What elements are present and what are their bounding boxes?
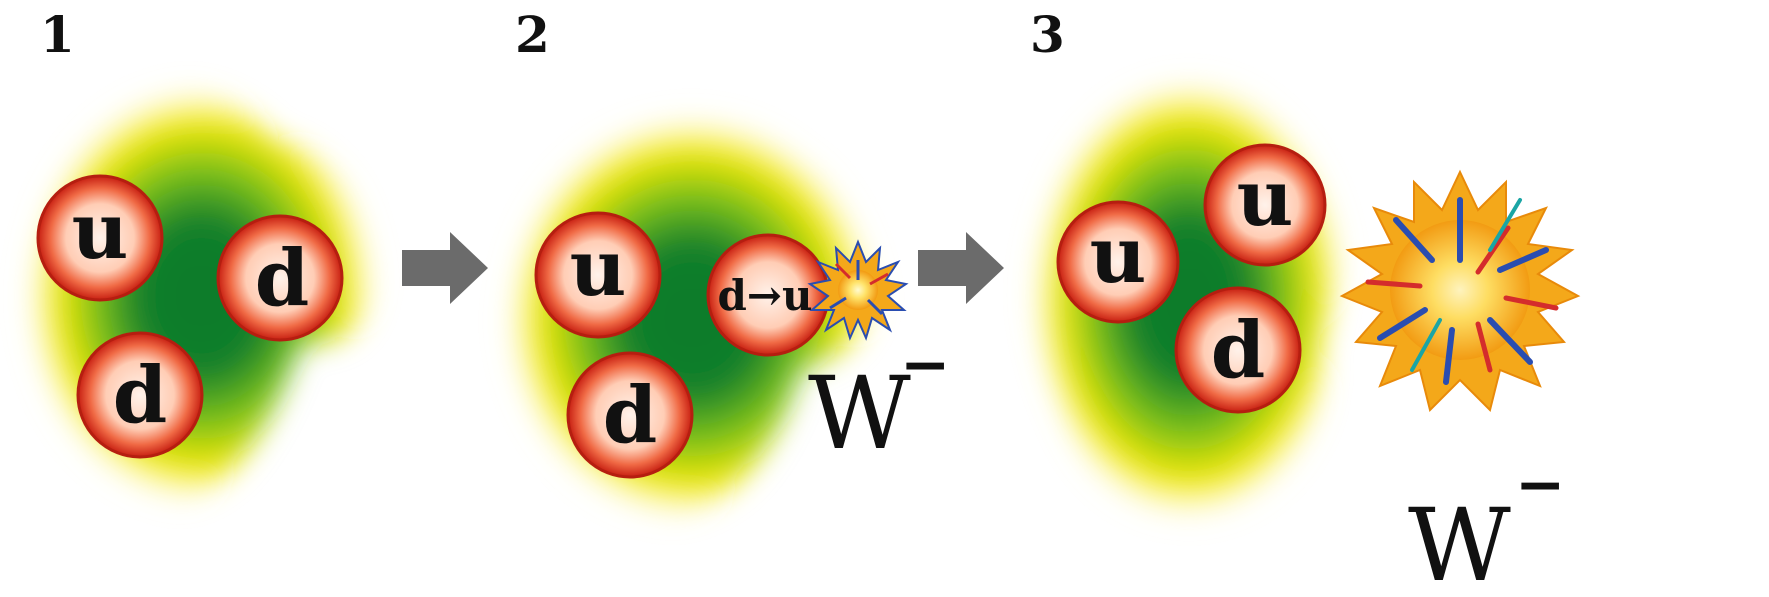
svg-text:−: −	[1515, 450, 1565, 520]
w-boson-burst-icon	[1339, 169, 1581, 412]
step-number-3: 3	[1030, 5, 1065, 64]
w-minus-label: W −	[1408, 450, 1565, 597]
svg-text:W: W	[1408, 487, 1511, 597]
svg-text:d→u: d→u	[717, 271, 812, 320]
quark-u: u	[534, 211, 662, 339]
svg-text:u: u	[1090, 210, 1147, 301]
quark-u: u	[1203, 143, 1327, 267]
svg-text:u: u	[570, 223, 627, 314]
quark-d: d	[1174, 286, 1302, 414]
step-3-group: 3 u u d	[1029, 5, 1581, 597]
quark-d: d	[566, 351, 694, 479]
svg-text:d: d	[255, 233, 310, 324]
w-boson-burst-icon	[807, 239, 909, 341]
svg-text:u: u	[1237, 153, 1294, 244]
step-number-1: 1	[40, 5, 75, 64]
quark-d-to-u: d→u	[706, 233, 830, 357]
svg-text:u: u	[72, 186, 129, 277]
svg-text:d: d	[1211, 305, 1266, 396]
step-1-group: 1 u d d	[25, 5, 379, 507]
svg-text:d: d	[113, 350, 168, 441]
quark-u: u	[36, 174, 164, 302]
svg-text:−: −	[900, 330, 950, 400]
quark-d: d	[216, 214, 344, 342]
arrow-right-icon	[918, 232, 1004, 304]
step-2-group: 2 u d→u d	[504, 5, 950, 522]
w-minus-label: W −	[808, 330, 950, 472]
quark-u: u	[1056, 200, 1180, 324]
quark-d: d	[76, 331, 204, 459]
step-number-2: 2	[515, 5, 550, 64]
svg-text:W: W	[808, 355, 911, 472]
arrow-right-icon	[402, 232, 488, 304]
svg-text:d: d	[603, 370, 658, 461]
